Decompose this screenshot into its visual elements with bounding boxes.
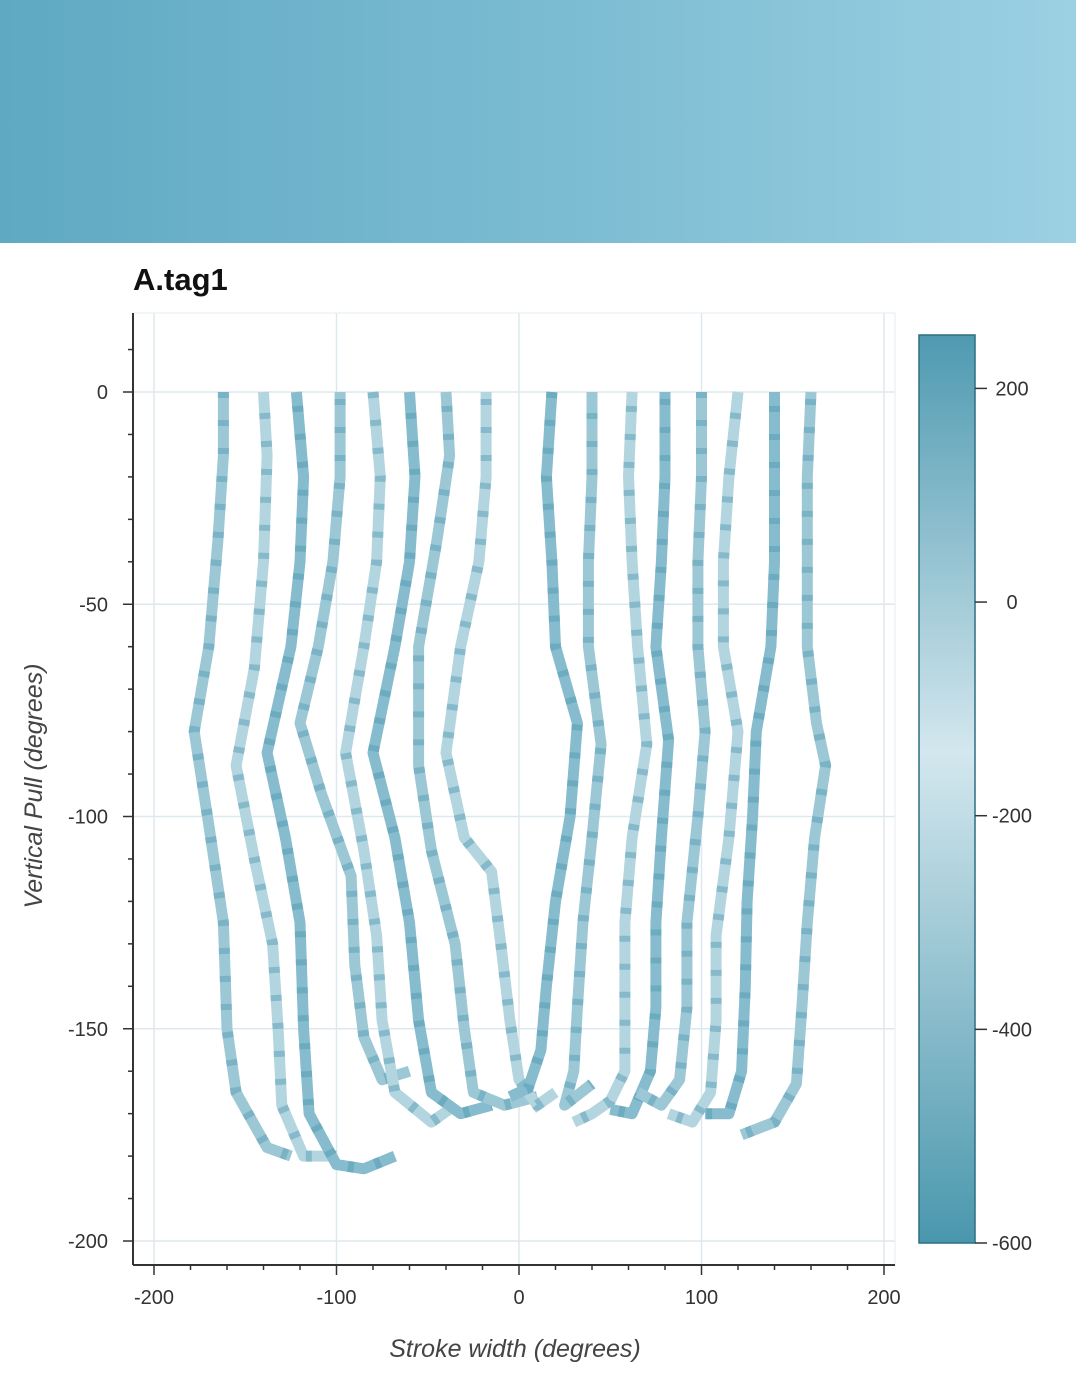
- series-line: [294, 392, 412, 1086]
- series-line-shade: [367, 391, 494, 1120]
- x-tick-label: -100: [316, 1287, 356, 1309]
- series-line-shade: [230, 391, 337, 1162]
- x-tick-label: 200: [867, 1287, 900, 1309]
- series-line: [609, 392, 675, 1120]
- series-line: [413, 391, 539, 1111]
- series-line-shade: [261, 391, 397, 1175]
- series-layer: [188, 391, 832, 1175]
- colorbar-tick-label: 0: [1006, 592, 1017, 614]
- colorbar: 200 0 -200 -400 -600: [918, 334, 1032, 1255]
- series-line: [367, 391, 494, 1120]
- series-line-shade: [571, 391, 653, 1128]
- series-line: [340, 391, 459, 1128]
- series-line: [230, 391, 337, 1162]
- series-line-shade: [634, 392, 711, 1113]
- y-tick-label: 0: [97, 382, 108, 404]
- y-tick-label: -150: [68, 1019, 108, 1041]
- colorbar-tick-label: -200: [992, 806, 1032, 828]
- chart-title: A.tag1: [133, 262, 228, 297]
- x-tick-label: -200: [134, 1287, 174, 1309]
- axes: -200 -100 0 100 200 0 -50 -100 -150 -200: [68, 313, 901, 1309]
- y-tick-label: -100: [68, 807, 108, 829]
- x-axis-label: Stroke width (degrees): [389, 1335, 641, 1363]
- y-tick-label: -50: [79, 594, 108, 616]
- series-line-shade: [294, 392, 412, 1087]
- colorbar-bar: [918, 334, 976, 1244]
- series-line: [666, 391, 744, 1128]
- y-tick-label: -200: [68, 1231, 108, 1253]
- series-line: [739, 391, 832, 1141]
- x-tick-label: 100: [685, 1287, 718, 1309]
- series-line: [507, 391, 583, 1102]
- series-line: [188, 392, 293, 1162]
- series-line: [705, 392, 780, 1120]
- series-line-shade: [554, 392, 607, 1120]
- series-line: [440, 392, 559, 1111]
- series-line: [571, 391, 653, 1128]
- series-line-shade: [413, 391, 539, 1111]
- y-axis-label: Vertical Pull (degrees): [20, 663, 48, 908]
- header-band: [0, 0, 1076, 243]
- series-line-shade: [340, 391, 459, 1130]
- series-line-shade: [507, 391, 583, 1102]
- series-line: [559, 392, 607, 1111]
- x-tick-label: 0: [513, 1287, 524, 1309]
- series-line-shade: [440, 392, 559, 1113]
- colorbar-tick-label: 200: [995, 378, 1028, 400]
- series-line: [634, 392, 711, 1111]
- colorbar-tick-label: -600: [992, 1233, 1032, 1255]
- colorbar-tick-label: -400: [992, 1019, 1032, 1041]
- series-line: [261, 391, 397, 1175]
